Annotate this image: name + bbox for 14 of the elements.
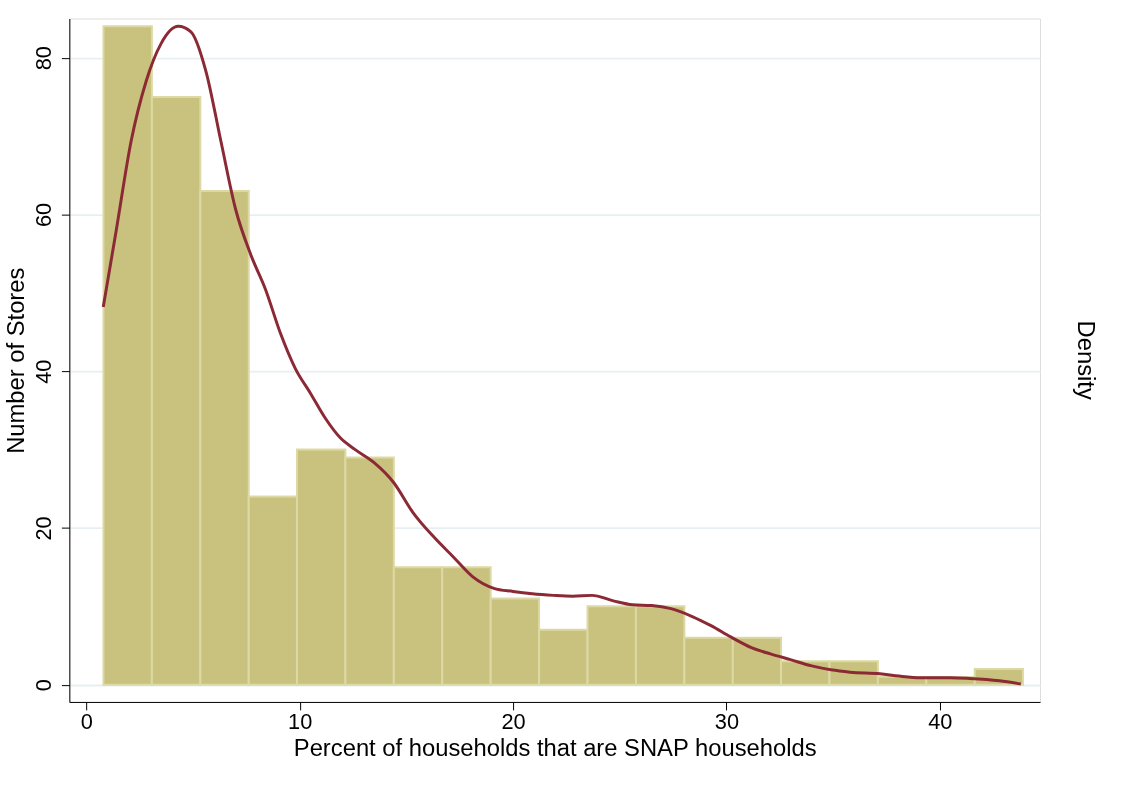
y2-axis-title: Density [1072,320,1100,400]
y-tick-label: 20 [31,516,57,541]
line-series [101,24,1023,686]
y-tick-label: 40 [31,359,57,384]
x-axis-title: Percent of households that are SNAP households [293,733,817,761]
y-tick-label: 80 [31,46,57,71]
x-tick-label: 10 [288,709,313,735]
x-tick-label: 40 [928,709,953,735]
x-tick-label: 20 [501,709,526,735]
x-tick-label: 0 [80,709,93,735]
x-tick-label: 30 [714,709,740,735]
y-tick-label: 0 [31,679,57,692]
y-tick-label: 60 [31,202,57,228]
y-axis-title: Number of Stores [2,267,30,454]
